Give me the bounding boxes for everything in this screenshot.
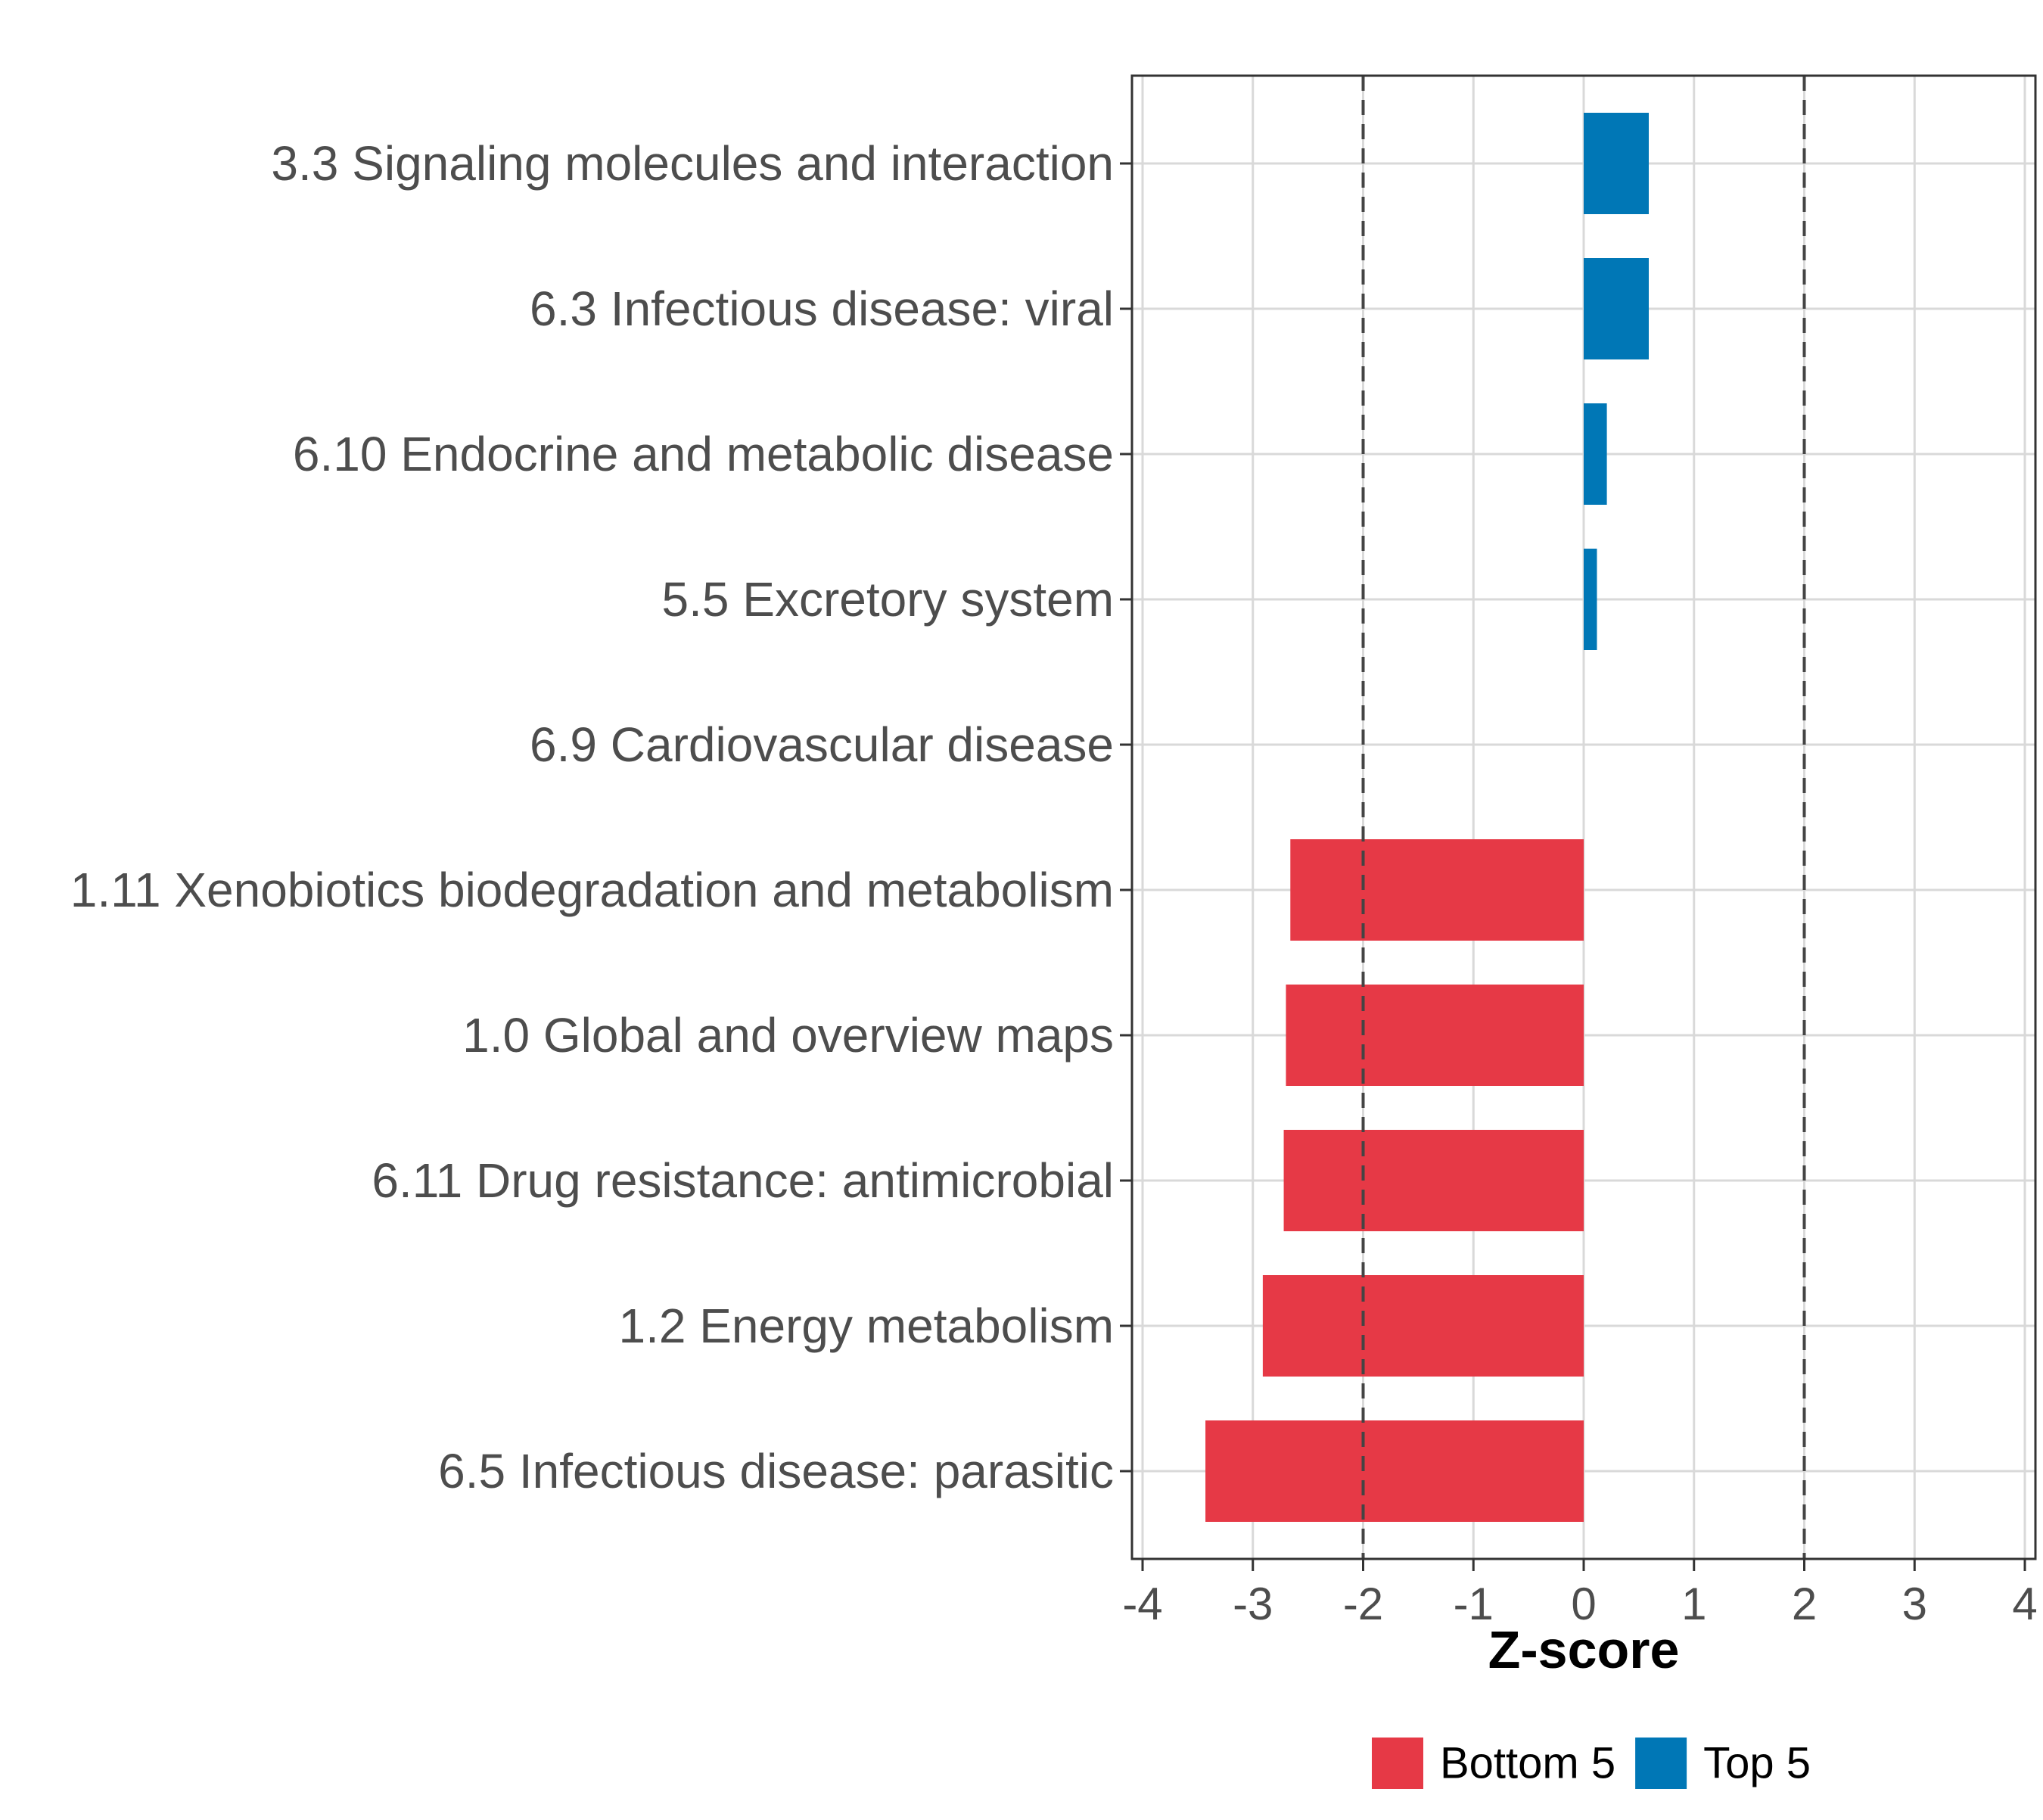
x-tick-label: 0 (1571, 1579, 1596, 1629)
x-tick-label: 4 (2012, 1579, 2037, 1629)
bar (1290, 839, 1584, 941)
category-label: 1.2 Energy metabolism (618, 1299, 1114, 1353)
x-tick-label: 3 (1902, 1579, 1927, 1629)
x-axis-title: Z-score (1488, 1620, 1680, 1679)
category-label: 6.9 Cardiovascular disease (530, 717, 1114, 772)
category-label: 1.11 Xenobiotics biodegradation and meta… (70, 863, 1114, 917)
x-tick-label: 2 (1792, 1579, 1817, 1629)
category-label: 6.11 Drug resistance: antimicrobial (372, 1153, 1114, 1208)
category-label: 1.0 Global and overview maps (462, 1008, 1114, 1062)
bar (1286, 985, 1584, 1086)
bar (1584, 549, 1597, 650)
legend-label: Bottom 5 (1440, 1739, 1615, 1788)
category-label: 3.3 Signaling molecules and interaction (271, 136, 1114, 191)
bar (1584, 403, 1607, 505)
x-tick-label: -2 (1343, 1579, 1383, 1629)
legend-label: Top 5 (1703, 1739, 1811, 1788)
reference-lines (1361, 76, 1806, 1559)
legend: Bottom 5 Top 5 (1371, 1738, 1811, 1789)
bars (1205, 113, 1649, 1522)
category-label: 6.10 Endocrine and metabolic disease (293, 427, 1114, 481)
x-axis: -4 -3 -2 -1 0 1 2 3 4 (1122, 1559, 2038, 1629)
legend-swatch (1635, 1738, 1687, 1789)
bar (1283, 1130, 1584, 1231)
category-label: 6.3 Infectious disease: viral (530, 282, 1114, 336)
x-tick-label: -1 (1454, 1579, 1494, 1629)
bar (1584, 113, 1649, 214)
y-axis: 3.3 Signaling molecules and interaction 6… (70, 136, 1132, 1498)
bar (1584, 258, 1649, 359)
x-tick-label: -3 (1233, 1579, 1273, 1629)
x-tick-label: -4 (1122, 1579, 1162, 1629)
category-label: 5.5 Excretory system (662, 572, 1115, 627)
category-label: 6.5 Infectious disease: parasitic (438, 1444, 1114, 1498)
legend-swatch (1371, 1738, 1423, 1789)
bar (1262, 1275, 1584, 1377)
x-tick-label: 1 (1681, 1579, 1706, 1629)
bar (1205, 1420, 1584, 1522)
